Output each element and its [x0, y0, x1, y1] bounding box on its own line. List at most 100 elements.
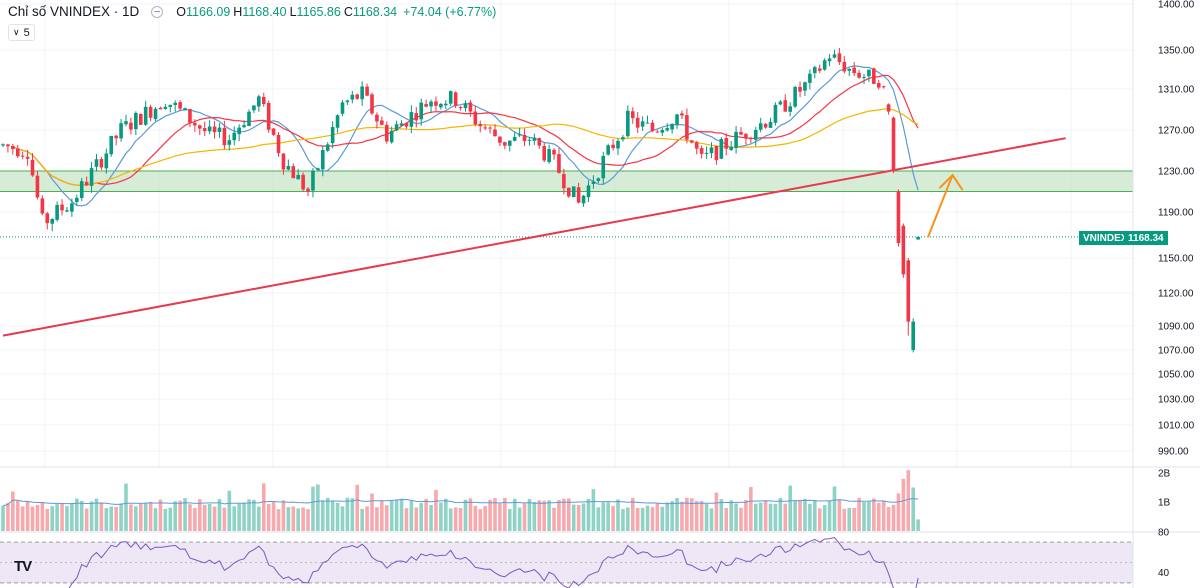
volume-bar: [901, 478, 906, 531]
candle: [70, 203, 74, 212]
volume-bar: [429, 505, 433, 531]
high-value: 1168.40: [242, 4, 287, 19]
candle: [694, 142, 699, 149]
chevron-down-icon: ∨: [13, 27, 20, 37]
volume-bar: [345, 497, 350, 531]
candle: [286, 165, 291, 170]
candle: [276, 134, 281, 154]
volume-bar: [537, 500, 542, 531]
candle: [483, 127, 487, 129]
volume-bar: [788, 485, 792, 531]
volume-bar: [355, 484, 360, 531]
candle: [547, 149, 551, 163]
volume-bar: [542, 500, 546, 531]
candle: [640, 121, 645, 127]
volume-bar: [321, 501, 325, 531]
indicators-toggle[interactable]: ∨ 5: [8, 24, 35, 41]
ma-line-ma50: [12, 108, 919, 186]
volume-bar: [886, 507, 891, 531]
volume-bar: [252, 499, 256, 531]
candle: [773, 104, 778, 123]
candle: [803, 82, 807, 91]
volume-bar: [173, 501, 177, 531]
volume-bar: [645, 505, 650, 531]
candle: [207, 126, 212, 132]
candle: [753, 129, 758, 140]
volume-bar: [414, 507, 419, 531]
volume-bar: [193, 508, 197, 531]
candle: [798, 86, 802, 92]
volume-bar: [138, 503, 143, 531]
candle: [606, 145, 610, 155]
volume-bar: [753, 503, 758, 531]
volume-bar: [45, 508, 50, 531]
volume-bar: [847, 507, 852, 531]
rsi-axis-label: 40: [1158, 568, 1170, 579]
candle: [842, 61, 847, 72]
price-axis-label: 1400.00: [1158, 0, 1195, 11]
volume-axis-label: 2B: [1158, 469, 1171, 480]
candle: [867, 69, 871, 77]
volume-bar: [881, 500, 886, 531]
candle: [635, 117, 640, 128]
candle: [178, 102, 182, 109]
volume-bar: [763, 501, 768, 531]
symbol-title[interactable]: Chỉ số VNINDEX · 1D: [8, 4, 140, 19]
volume-bar: [483, 506, 487, 531]
candle: [522, 134, 527, 142]
candle: [872, 68, 876, 84]
candle: [261, 96, 266, 105]
volume-axis-label: 1B: [1158, 498, 1171, 509]
volume-bar: [808, 503, 812, 531]
volume-bar: [232, 506, 237, 531]
volume-bar: [409, 500, 414, 531]
candle: [596, 178, 601, 181]
price-axis-label: 1350.00: [1158, 46, 1195, 57]
price-axis-label: 1270.00: [1158, 126, 1195, 137]
candle: [330, 127, 335, 144]
projection-arrow-head: [938, 173, 964, 191]
change-value: +74.04 (+6.77%): [403, 4, 497, 19]
candle: [616, 140, 620, 149]
candle: [84, 181, 89, 186]
volume-bar: [493, 498, 497, 531]
candle: [896, 191, 901, 244]
volume-bar: [581, 503, 586, 531]
candle: [463, 103, 468, 109]
volume-bar: [168, 507, 173, 531]
volume-bar: [832, 486, 837, 531]
candle: [380, 120, 384, 125]
volume-bar: [670, 501, 674, 531]
volume-bar: [143, 503, 148, 531]
candle: [862, 76, 866, 78]
volume-bar: [822, 505, 827, 531]
volume-bar: [404, 508, 409, 531]
price-axis-label: 1070.00: [1158, 346, 1195, 357]
candle: [168, 104, 173, 107]
candle: [734, 131, 738, 148]
volume-bar: [690, 498, 694, 531]
candle: [788, 106, 792, 112]
candle: [350, 94, 355, 100]
volume-bar: [158, 499, 163, 531]
candle: [20, 155, 25, 157]
candle: [552, 149, 556, 155]
tradingview-logo[interactable]: TV: [14, 558, 32, 575]
candle: [601, 155, 606, 179]
volume-bar: [439, 502, 443, 531]
rsi-line: [68, 536, 919, 588]
candle: [704, 152, 709, 154]
volume-bar: [891, 504, 896, 531]
volume-bar: [916, 519, 920, 531]
candle: [822, 60, 827, 70]
volume-bar: [266, 503, 271, 531]
volume-bar: [768, 503, 773, 531]
candle: [901, 225, 906, 275]
candle: [365, 86, 369, 96]
candle: [419, 102, 423, 120]
candle: [817, 68, 822, 71]
candle: [370, 94, 374, 114]
candle: [808, 73, 812, 83]
